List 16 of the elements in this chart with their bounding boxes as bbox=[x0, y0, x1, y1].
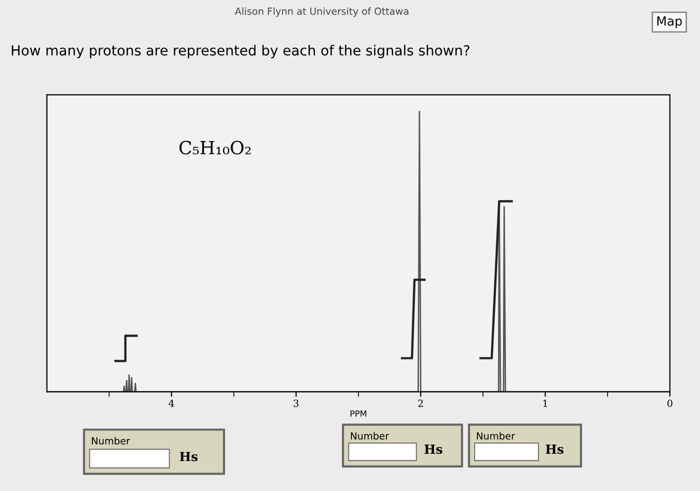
text: Number bbox=[476, 432, 516, 440]
text: Number bbox=[92, 436, 130, 445]
x-tick-label: 0 bbox=[667, 400, 672, 407]
chart-subtitle: Alison Flynn at University of Ottawa bbox=[234, 7, 408, 17]
text: Number bbox=[350, 432, 390, 440]
annotation: C₅H₁₀O₂ bbox=[179, 140, 251, 154]
x-tick-label: 1 bbox=[543, 400, 548, 407]
text: Hs bbox=[180, 452, 198, 462]
text: Map bbox=[657, 16, 682, 28]
x-tick-label: 3 bbox=[294, 400, 298, 407]
text: Hs bbox=[546, 444, 564, 454]
chart-title: How many protons are represented by each of the signals shown? bbox=[12, 44, 470, 58]
x-axis-title: PPM bbox=[350, 410, 366, 417]
x-tick-label: 4 bbox=[168, 400, 174, 407]
x-tick-label: 2 bbox=[418, 400, 423, 407]
text: Hs bbox=[424, 444, 442, 454]
